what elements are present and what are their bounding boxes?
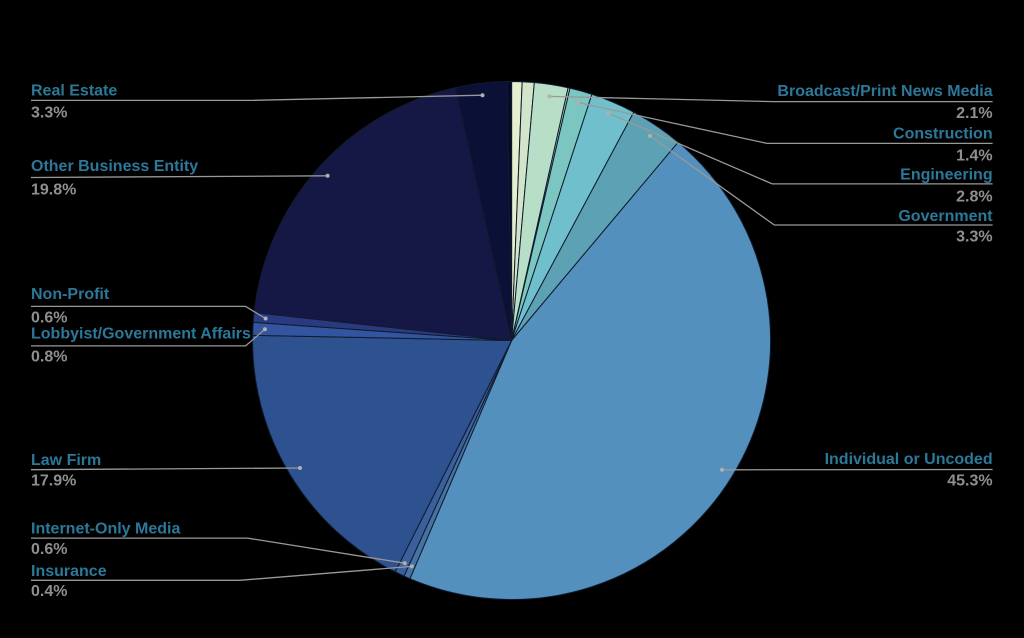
svg-text:3.3%: 3.3% — [956, 228, 992, 245]
svg-text:0.6%: 0.6% — [31, 310, 67, 327]
svg-text:2.1%: 2.1% — [956, 105, 992, 122]
svg-text:2.8%: 2.8% — [956, 188, 992, 205]
svg-text:Engineering: Engineering — [900, 167, 992, 184]
svg-text:Law Firm: Law Firm — [31, 452, 101, 469]
svg-text:19.8%: 19.8% — [31, 182, 76, 199]
svg-text:3.3%: 3.3% — [31, 104, 67, 121]
svg-text:0.4%: 0.4% — [31, 583, 67, 600]
svg-text:Lobbyist/Government Affairs: Lobbyist/Government Affairs — [31, 326, 251, 343]
svg-text:45.3%: 45.3% — [947, 473, 992, 490]
svg-text:Real Estate: Real Estate — [31, 83, 117, 100]
svg-text:0.8%: 0.8% — [31, 349, 67, 366]
svg-text:0.6%: 0.6% — [31, 541, 67, 558]
svg-text:Individual or Uncoded: Individual or Uncoded — [825, 451, 993, 468]
svg-text:Internet-Only Media: Internet-Only Media — [31, 520, 180, 537]
svg-text:Non-Profit: Non-Profit — [31, 286, 110, 303]
svg-text:Other Business Entity: Other Business Entity — [31, 158, 198, 175]
svg-text:Construction: Construction — [893, 126, 993, 143]
svg-text:17.9%: 17.9% — [31, 473, 76, 490]
svg-text:Insurance: Insurance — [31, 563, 107, 580]
svg-text:Broadcast/Print News Media: Broadcast/Print News Media — [777, 83, 992, 100]
svg-text:Government: Government — [898, 208, 993, 225]
svg-text:1.4%: 1.4% — [956, 148, 992, 165]
